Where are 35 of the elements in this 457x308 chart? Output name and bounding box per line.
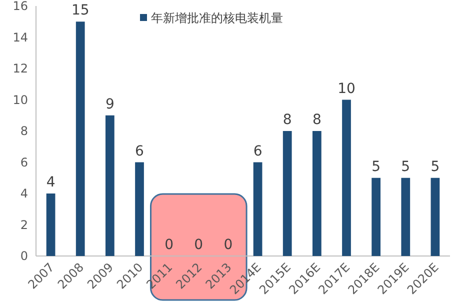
bar xyxy=(342,100,351,256)
data-label: 5 xyxy=(372,158,381,175)
data-label: 10 xyxy=(338,80,356,97)
data-label: 5 xyxy=(430,158,440,175)
data-label: 5 xyxy=(401,158,410,175)
bar xyxy=(253,162,262,256)
data-label: 15 xyxy=(71,2,90,19)
data-label: 8 xyxy=(312,112,322,128)
y-tick-label: 16 xyxy=(12,0,28,13)
bar xyxy=(312,131,322,256)
legend-label: 年新增批准的核电装机量 xyxy=(151,11,283,25)
data-label: 0 xyxy=(164,237,174,253)
bar xyxy=(282,131,292,256)
y-tick-label: 14 xyxy=(12,30,28,44)
data-label: 9 xyxy=(105,96,114,112)
y-tick-label: 10 xyxy=(12,92,28,107)
y-tick-label: 4 xyxy=(20,186,28,200)
data-label: 0 xyxy=(194,237,204,253)
y-tick-label: 0 xyxy=(20,249,28,263)
bar xyxy=(46,194,56,256)
data-label: 6 xyxy=(253,143,262,160)
bar xyxy=(135,162,144,256)
y-tick-label: 2 xyxy=(20,218,28,232)
data-label: 0 xyxy=(224,237,233,253)
bar xyxy=(76,22,85,256)
bar xyxy=(372,178,381,256)
data-label: 6 xyxy=(135,143,144,160)
y-tick-label: 8 xyxy=(20,124,28,138)
data-label: 4 xyxy=(46,174,56,190)
y-tick-label: 12 xyxy=(12,62,28,76)
bar xyxy=(401,178,410,256)
bar xyxy=(105,115,114,256)
bar xyxy=(430,178,440,256)
y-tick-label: 6 xyxy=(20,155,28,170)
data-label: 8 xyxy=(282,112,292,128)
